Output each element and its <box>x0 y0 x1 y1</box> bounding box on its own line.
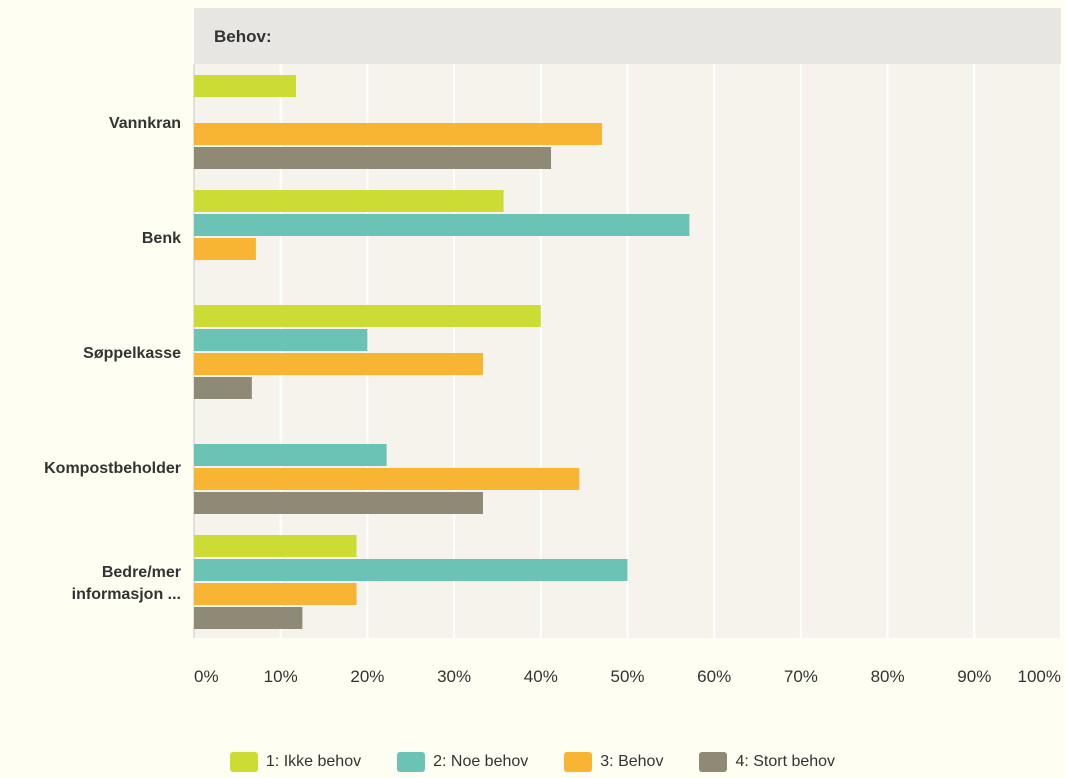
bar-3-series-1 <box>194 305 541 327</box>
chart-title: Behov: <box>214 27 272 46</box>
chart-header <box>194 8 1061 64</box>
bar-3-series-4 <box>194 377 252 399</box>
bar-1-series-3 <box>194 123 603 145</box>
legend-item: 1: Ikke behov <box>229 752 362 772</box>
x-tick-label: 60% <box>697 667 731 686</box>
bar-2-series-1 <box>194 190 504 212</box>
legend-label: 1: Ikke behov <box>265 753 362 770</box>
legend-label: 4: Stort behov <box>735 753 836 770</box>
legend-swatch <box>229 752 258 772</box>
x-tick-label: 70% <box>784 667 818 686</box>
legend-swatch <box>564 752 593 772</box>
bar-5-series-3 <box>194 583 357 605</box>
bar-2-series-2 <box>194 214 690 236</box>
bar-4-series-3 <box>194 468 580 490</box>
bar-5-series-1 <box>194 535 357 557</box>
legend-swatch <box>397 752 426 772</box>
x-tick-label: 90% <box>957 667 991 686</box>
bar-4-series-4 <box>194 492 483 514</box>
category-label: Kompostbeholder <box>44 460 181 477</box>
x-tick-label: 50% <box>610 667 644 686</box>
x-tick-label: 100% <box>1018 667 1061 686</box>
bar-4-series-2 <box>194 444 387 466</box>
legend-item: 3: Behov <box>564 752 663 772</box>
legend-item: 4: Stort behov <box>699 752 835 772</box>
legend-label: 2: Noe behov <box>433 753 529 770</box>
bar-5-series-2 <box>194 559 628 581</box>
x-tick-label: 40% <box>524 667 558 686</box>
category-label: informasjon ... <box>72 586 181 603</box>
legend-label: 3: Behov <box>600 753 664 770</box>
bar-2-series-3 <box>194 238 256 260</box>
chart-legend: 1: Ikke behov 2: Noe behov 3: Behov 4: Stor… <box>0 752 1065 772</box>
bar-1-series-4 <box>194 147 552 169</box>
bar-1-series-1 <box>194 75 296 97</box>
category-label: Bedre/mer <box>102 564 181 581</box>
bar-5-series-4 <box>194 607 303 629</box>
x-tick-label: 0% <box>194 667 219 686</box>
category-label: Benk <box>142 230 181 247</box>
x-tick-label: 80% <box>871 667 905 686</box>
category-label: Vannkran <box>109 115 181 132</box>
x-tick-label: 10% <box>264 667 298 686</box>
bar-3-series-2 <box>194 329 368 351</box>
legend-swatch <box>699 752 728 772</box>
x-tick-label: 20% <box>350 667 384 686</box>
category-label: Søppelkasse <box>83 345 181 362</box>
x-tick-label: 30% <box>437 667 471 686</box>
bar-3-series-3 <box>194 353 483 375</box>
legend-item: 2: Noe behov <box>397 752 528 772</box>
